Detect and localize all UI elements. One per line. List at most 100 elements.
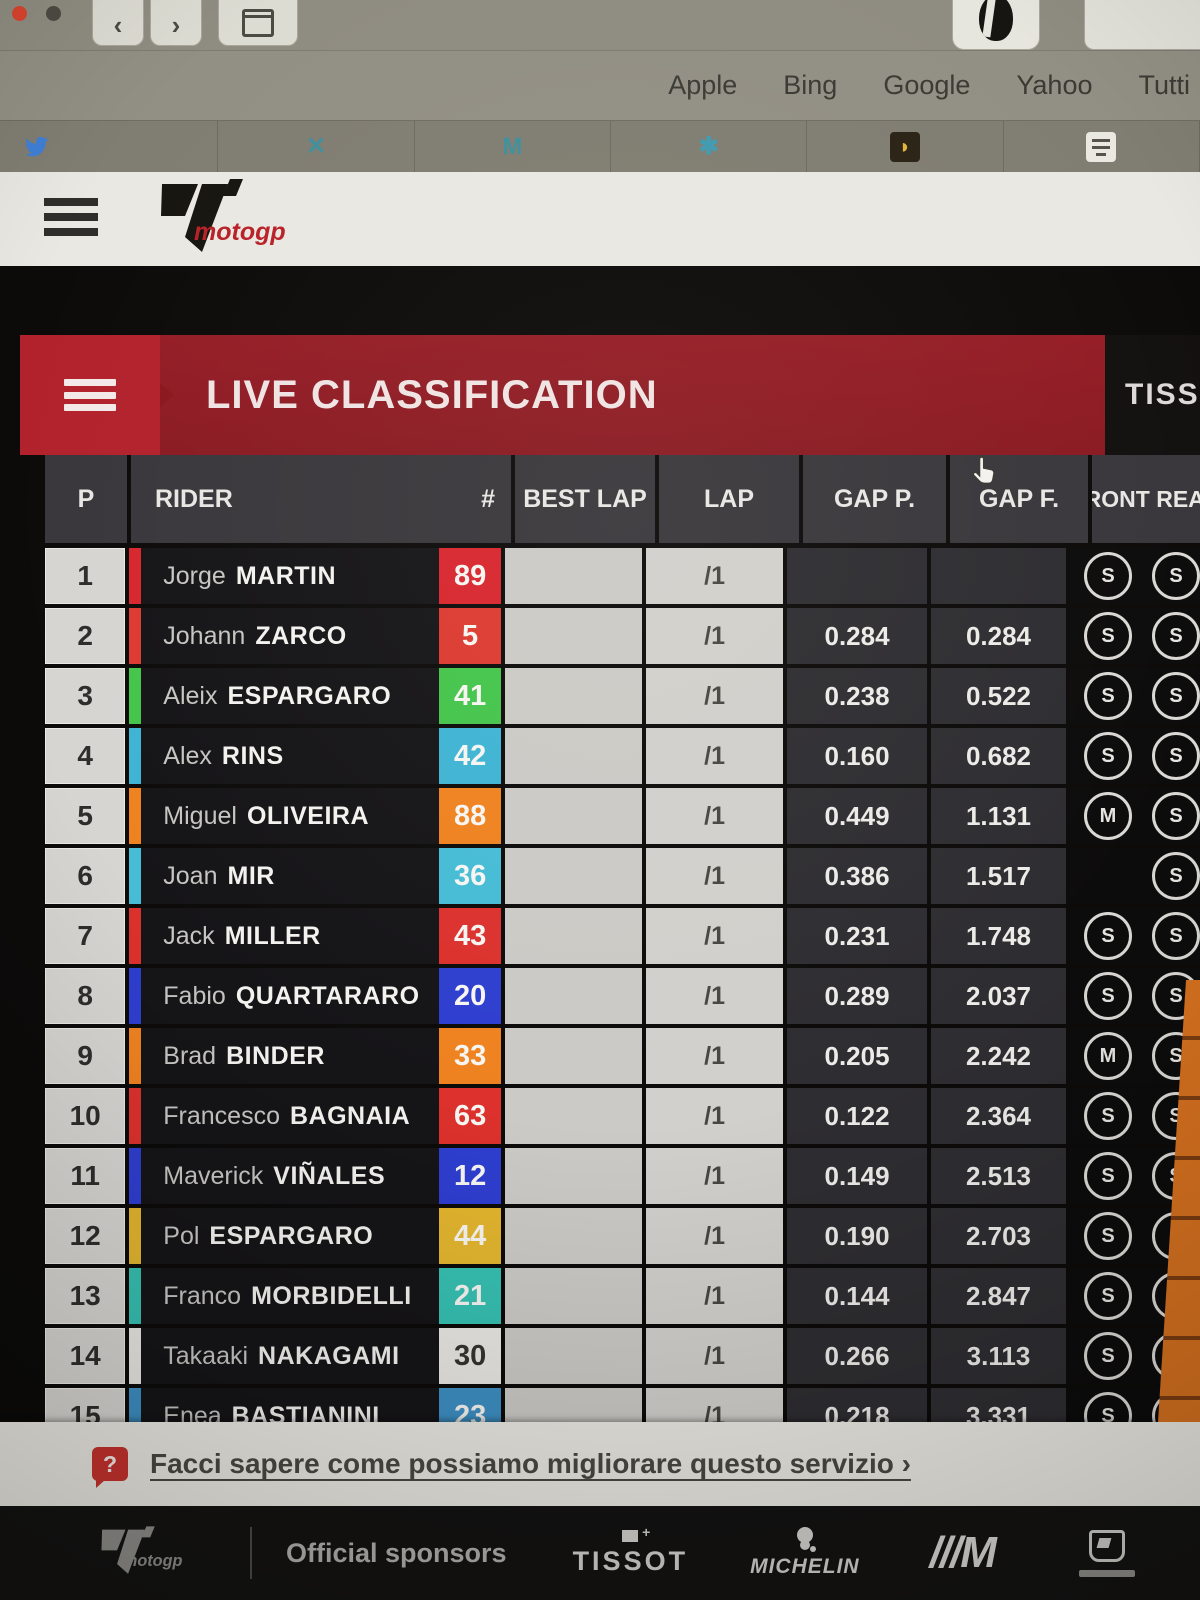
col-header-position: P [45,455,127,543]
bookmark-tutti[interactable]: Tutti [1138,70,1190,100]
rider-number-plate: 88 [439,788,502,844]
position-cell: 2 [45,608,126,664]
rider-last-name: ESPARGARO [227,681,392,710]
table-row[interactable]: 15 Enea BASTIANINI 23 /1 0.218 3.331 S S [45,1388,1200,1422]
tissot-sponsor-label: TISSOT [1125,378,1200,411]
bookmark-bing[interactable]: Bing [783,70,838,100]
timing-menu-button[interactable] [20,335,174,455]
table-row[interactable]: 12 Pol ESPARGARO 44 /1 0.190 2.703 S S [45,1208,1200,1264]
tires-cell: M S [1070,788,1200,844]
gap-prev-cell: 0.160 [787,728,927,784]
sponsor-logo-michelin[interactable]: MICHELIN [750,1527,860,1579]
favorite-slot[interactable]: ◗ [807,121,1004,173]
table-row[interactable]: 8 Fabio QUARTARARO 20 /1 0.289 2.037 S S [45,968,1200,1024]
front-tire-icon: S [1084,552,1133,600]
sponsor-logo-emblem[interactable] [1078,1529,1135,1577]
position-cell: 12 [45,1208,126,1264]
team-color-stripe [129,788,142,844]
table-row[interactable]: 11 Maverick VIÑALES 12 /1 0.149 2.513 S … [45,1148,1200,1204]
michelin-man-icon [796,1527,813,1543]
table-row[interactable]: 9 Brad BINDER 33 /1 0.205 2.242 M S [45,1028,1200,1084]
close-window-button[interactable] [12,6,27,21]
table-row[interactable]: 4 Alex RINS 42 /1 0.160 0.682 S S [45,728,1200,784]
position-cell: 3 [45,668,126,724]
extension-button[interactable] [952,0,1040,50]
table-row[interactable]: 13 Franco MORBIDELLI 21 /1 0.144 2.847 S… [45,1268,1200,1324]
gap-first-cell: 2.513 [930,1148,1067,1204]
best-lap-cell [505,788,643,844]
favorite-slot[interactable] [0,121,219,173]
gap-first-cell: 2.037 [930,968,1067,1024]
back-icon: ‹ [113,10,123,40]
gap-prev-cell: 0.205 [787,1028,927,1084]
best-lap-cell [505,1328,643,1384]
gap-prev-cell: 0.266 [787,1328,927,1384]
forward-button[interactable]: › [150,0,202,46]
lap-cell: /1 [646,1328,784,1384]
position-cell: 5 [45,788,126,844]
position-cell: 15 [45,1388,126,1422]
table-row[interactable]: 7 Jack MILLER 43 /1 0.231 1.748 S S [45,908,1200,964]
address-bar[interactable] [1084,0,1200,50]
gap-prev-cell: 0.284 [787,608,927,664]
notes-favicon [1086,132,1117,162]
bookmark-google[interactable]: Google [883,70,971,100]
feedback-banner: ? Facci sapere come possiamo migliorare … [0,1422,1200,1506]
front-tire-icon: S [1084,912,1133,960]
front-tire-icon: S [1084,612,1133,660]
bookmark-yahoo[interactable]: Yahoo [1016,70,1093,100]
table-row[interactable]: 2 Johann ZARCO 5 /1 0.284 0.284 S S [45,608,1200,664]
motogp-logo-footer[interactable]: motogp [80,1522,210,1584]
site-menu-button[interactable] [44,198,98,236]
team-color-stripe [129,668,142,724]
front-tire-icon: S [1084,1332,1133,1380]
gap-first-cell: 2.364 [930,1088,1067,1144]
rider-cell: Fabio QUARTARARO [129,968,440,1024]
sponsor-logo-tissot[interactable]: TISSOT [573,1524,689,1577]
team-color-stripe [129,968,142,1024]
motogp-logo[interactable]: motogp [128,178,328,262]
rider-number-plate: 41 [439,668,502,724]
tires-cell: S S [1070,548,1200,604]
rider-cell: Aleix ESPARGARO [129,668,440,724]
gap-first-cell: 0.284 [930,608,1067,664]
rider-first-name: Alex [163,741,212,770]
twitter-icon [25,136,48,157]
favorite-slot[interactable] [1004,121,1200,173]
favorite-slot[interactable]: M [415,121,611,173]
favorite-slot[interactable]: ✱ [611,121,808,173]
rider-last-name: MILLER [224,921,321,950]
rider-first-name: Takaaki [163,1341,249,1370]
rider-first-name: Johann [163,621,246,650]
tab-overview-button[interactable] [218,0,298,46]
minimize-window-button[interactable] [46,6,61,21]
forward-icon: › [171,10,181,40]
front-tire-icon: S [1084,1152,1133,1200]
front-tire-icon: S [1084,1092,1133,1140]
rider-number-plate: 89 [439,548,502,604]
gap-prev-cell: 0.231 [787,908,927,964]
position-cell: 10 [45,1088,126,1144]
rider-cell: Joan MIR [129,848,440,904]
feedback-link[interactable]: Facci sapere come possiamo migliorare qu… [150,1448,911,1479]
rider-cell: Alex RINS [129,728,440,784]
sponsor-logo-bmw-m[interactable]: ///M [929,1528,997,1577]
table-row[interactable]: 14 Takaaki NAKAGAMI 30 /1 0.266 3.113 S … [45,1328,1200,1384]
tires-cell: S S [1070,608,1200,664]
best-lap-cell [505,608,643,664]
rider-first-name: Maverick [163,1161,264,1190]
table-row[interactable]: 1 Jorge MARTIN 89 /1 S S [45,548,1200,604]
tires-cell: S S [1070,968,1200,1024]
back-button[interactable]: ‹ [92,0,144,46]
gap-prev-cell: 0.386 [787,848,927,904]
gap-first-cell: 0.522 [930,668,1067,724]
lap-cell: /1 [646,788,784,844]
table-row[interactable]: 6 Joan MIR 36 /1 0.386 1.517 S [45,848,1200,904]
favorite-slot[interactable]: ✕ [218,121,415,173]
table-row[interactable]: 10 Francesco BAGNAIA 63 /1 0.122 2.364 S… [45,1088,1200,1144]
bookmark-apple[interactable]: Apple [668,70,738,100]
question-bubble-icon[interactable]: ? [92,1447,128,1488]
table-row[interactable]: 5 Miguel OLIVEIRA 88 /1 0.449 1.131 M S [45,788,1200,844]
table-row[interactable]: 3 Aleix ESPARGARO 41 /1 0.238 0.522 S S [45,668,1200,724]
lap-cell: /1 [646,1088,784,1144]
